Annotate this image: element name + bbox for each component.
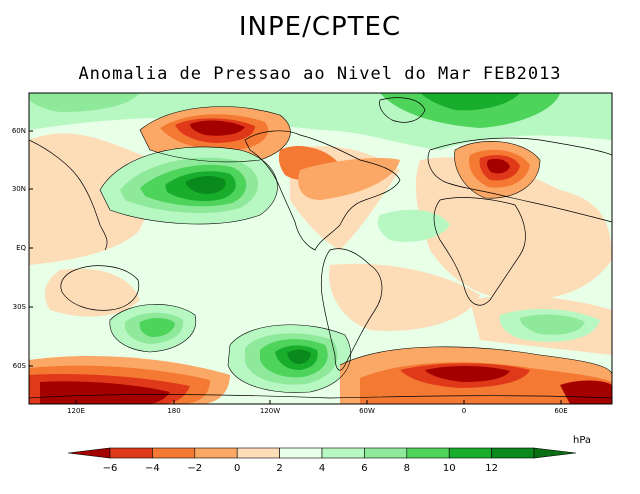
colorbar-band xyxy=(194,447,238,459)
coast-australia xyxy=(60,265,140,311)
south-atlantic-tan xyxy=(329,263,480,331)
australia-tan xyxy=(44,268,140,317)
map-subtitle: Anomalia de Pressao ao Nivel do Mar FEB2… xyxy=(78,64,562,84)
page-title: INPE/CPTEC xyxy=(238,12,402,42)
se-pac-high-10 xyxy=(287,349,311,364)
colorbar-left-triangle xyxy=(67,447,111,459)
lat-tick-60n: 60N xyxy=(12,127,26,135)
colorbar-right-triangle xyxy=(533,447,577,459)
coast-greenland xyxy=(379,97,426,123)
contour-aleutian xyxy=(139,106,291,163)
colorbar-tick-label: 8 xyxy=(404,463,410,474)
colorbar-tick-label: −6 xyxy=(103,463,118,474)
lat-tick-60s: 60S xyxy=(13,362,27,370)
colorbar: −6 −4 −2 0 2 4 6 8 10 12 xyxy=(67,447,577,474)
spac-high-6 xyxy=(139,317,175,337)
colorbar-band xyxy=(448,447,492,459)
lat-axis: 60N 30N EQ 30S 60S xyxy=(12,127,33,370)
arctic-positive-6 xyxy=(380,93,560,128)
coast-antarctica xyxy=(29,394,612,399)
lon-tick-0: 0 xyxy=(462,407,466,415)
colorbar-band xyxy=(109,447,153,459)
lon-tick-60e: 60E xyxy=(554,407,567,415)
contour-eurasia xyxy=(454,140,541,199)
map-field xyxy=(29,93,612,404)
colorbar-band xyxy=(406,447,450,459)
lon-axis: 120E 180 120W 60W 0 60E xyxy=(67,400,568,415)
lon-tick-120e: 120E xyxy=(67,407,85,415)
colorbar-band xyxy=(364,447,408,459)
colorbar-band xyxy=(321,447,365,459)
npac-high-10 xyxy=(185,176,226,194)
colorbar-band xyxy=(279,447,323,459)
coast-africa xyxy=(433,197,526,306)
colorbar-band xyxy=(152,447,196,459)
lat-tick-30s: 30S xyxy=(13,303,27,311)
contour-se-pac xyxy=(227,324,351,393)
contour-npac xyxy=(99,146,278,225)
colorbar-tick-label: 12 xyxy=(485,463,498,474)
contour-lines xyxy=(99,106,612,393)
colorbar-band xyxy=(491,447,535,459)
arctic-positive-8 xyxy=(420,93,520,111)
contour-spac xyxy=(109,304,197,353)
lon-tick-60w: 60W xyxy=(359,407,375,415)
aleutian-negative-8 xyxy=(190,120,245,136)
south-atl-negative-8 xyxy=(425,365,510,382)
indian-high-4 xyxy=(520,314,585,335)
colorbar-tick-label: 6 xyxy=(361,463,367,474)
south-indian-negative-8 xyxy=(560,380,612,404)
colorbar-tick-label: −2 xyxy=(187,463,202,474)
atlantic-positive-2 xyxy=(377,209,450,242)
lat-tick-30n: 30N xyxy=(12,185,26,193)
coastlines xyxy=(29,97,612,399)
lat-tick-eq: EQ xyxy=(16,244,26,252)
colorbar-tick-label: 10 xyxy=(443,463,456,474)
coast-south-america xyxy=(320,248,383,371)
europe-africa-land-anomaly xyxy=(415,157,612,300)
southern-negative-8 xyxy=(40,381,170,404)
colorbar-unit: hPa xyxy=(573,435,591,446)
lon-tick-180: 180 xyxy=(167,407,180,415)
coast-east-asia xyxy=(29,139,108,251)
colorbar-tick-label: 0 xyxy=(234,463,240,474)
lon-tick-120w: 120W xyxy=(260,407,280,415)
colorbar-tick-label: 4 xyxy=(319,463,325,474)
coast-eurasia xyxy=(427,137,612,223)
colorbar-tick-label: 2 xyxy=(276,463,282,474)
siberia-positive-4 xyxy=(29,93,140,112)
natl-negative-2b xyxy=(298,158,400,200)
colorbar-band xyxy=(236,447,280,459)
eurasia-high-8 xyxy=(487,158,510,174)
coast-north-america xyxy=(244,130,401,251)
contour-south-atl xyxy=(339,346,612,376)
colorbar-tick-label: −4 xyxy=(145,463,160,474)
